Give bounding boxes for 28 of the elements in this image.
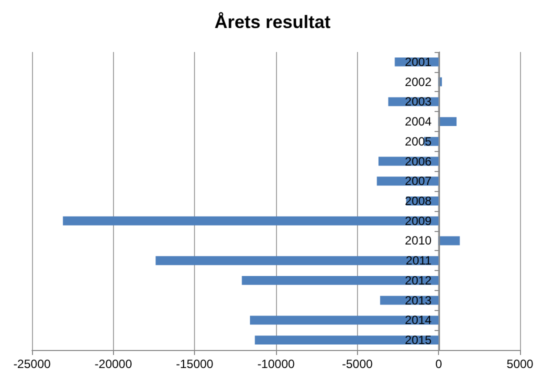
y-tick-label: 2014: [404, 313, 432, 328]
bar: [438, 117, 457, 126]
y-tick-label: 2015: [404, 333, 432, 348]
x-tick-label: -25000: [13, 357, 52, 371]
y-tick-label: 2013: [404, 293, 432, 308]
x-tick-label: -15000: [176, 357, 214, 371]
bar: [242, 276, 439, 285]
chart-title: Årets resultat: [214, 12, 331, 32]
y-tick-label: 2003: [404, 94, 432, 109]
bar: [254, 336, 439, 345]
y-tick-label: 2002: [404, 74, 432, 89]
x-tick-label: -10000: [257, 357, 296, 371]
x-tick-label: 5000: [506, 357, 534, 371]
y-tick-label: 2009: [404, 214, 432, 228]
x-tick-label: -20000: [94, 357, 132, 371]
bar: [156, 256, 439, 266]
y-tick-label: 2010: [404, 234, 432, 248]
y-tick-label: 2012: [404, 273, 432, 288]
bar: [438, 236, 460, 246]
y-tick-label: 2006: [404, 154, 432, 168]
bar: [250, 316, 439, 325]
y-tick-label: 2011: [406, 254, 432, 268]
bar: [62, 216, 439, 226]
y-tick-label: 2007: [404, 174, 432, 188]
x-tick-label: 0: [435, 357, 442, 371]
y-tick-label: 2004: [404, 114, 432, 129]
y-tick-label: 2001: [404, 54, 432, 69]
x-tick-label: -5000: [342, 357, 373, 371]
